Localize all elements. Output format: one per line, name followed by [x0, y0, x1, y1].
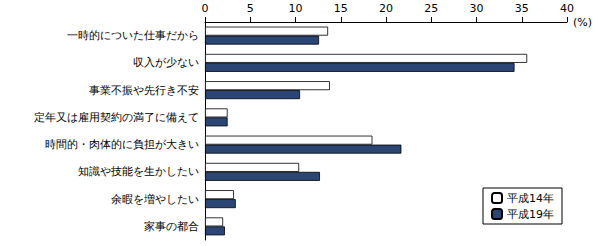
svg-text:定年又は雇用契約の満了に備えて: 定年又は雇用契約の満了に備えて	[34, 111, 199, 124]
svg-text:一時的についた仕事だから: 一時的についた仕事だから	[67, 29, 199, 42]
svg-text:35: 35	[515, 2, 529, 15]
svg-text:(%): (%)	[573, 16, 592, 29]
svg-text:20: 20	[379, 2, 393, 15]
svg-text:収入が少ない: 収入が少ない	[133, 56, 199, 69]
svg-text:40: 40	[560, 2, 574, 15]
svg-text:余暇を増やしたい: 余暇を増やしたい	[111, 193, 199, 206]
svg-text:30: 30	[470, 2, 484, 15]
svg-text:時間的・肉体的に負担が大きい: 時間的・肉体的に負担が大きい	[45, 138, 199, 151]
svg-text:25: 25	[424, 2, 438, 15]
svg-text:平成14年: 平成14年	[507, 192, 554, 205]
svg-text:平成19年: 平成19年	[507, 208, 554, 221]
svg-text:15: 15	[334, 2, 348, 15]
svg-text:0: 0	[202, 2, 209, 15]
svg-text:家事の都合: 家事の都合	[144, 220, 199, 233]
svg-text:5: 5	[247, 2, 254, 15]
svg-text:10: 10	[289, 2, 303, 15]
svg-text:事業不振や先行き不安: 事業不振や先行き不安	[89, 84, 199, 97]
svg-text:知識や技能を生かしたい: 知識や技能を生かしたい	[78, 165, 199, 178]
